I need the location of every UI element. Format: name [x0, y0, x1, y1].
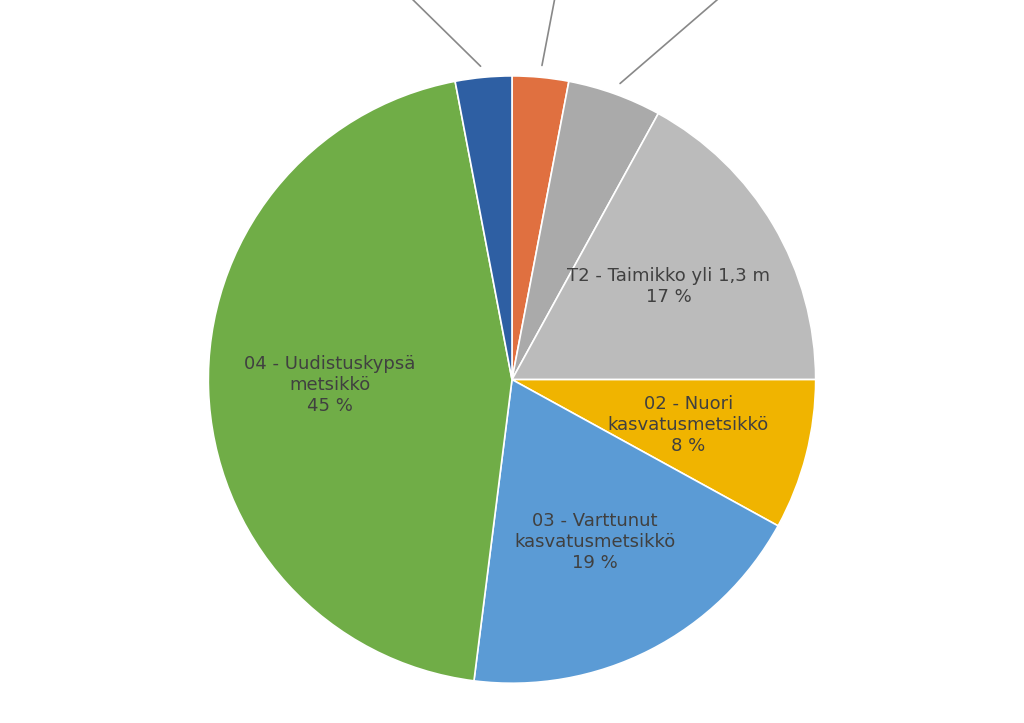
Wedge shape [512, 380, 816, 526]
Text: 04 - Uudistuskypsä
metsikkö
45 %: 04 - Uudistuskypsä metsikkö 45 % [244, 356, 416, 415]
Text: E1 - Eri-ikäisrakenteinen
metsikkö
3 %: E1 - Eri-ikäisrakenteinen metsikkö 3 % [196, 0, 480, 67]
Wedge shape [512, 114, 816, 380]
Text: A0 - Aukea
3 %: A0 - Aukea 3 % [524, 0, 622, 66]
Wedge shape [512, 76, 569, 380]
Wedge shape [455, 76, 512, 380]
Wedge shape [474, 380, 778, 683]
Text: 03 - Varttunut
kasvatusmetsikkö
19 %: 03 - Varttunut kasvatusmetsikkö 19 % [514, 512, 676, 572]
Wedge shape [512, 81, 658, 380]
Text: T2 - Taimikko yli 1,3 m
17 %: T2 - Taimikko yli 1,3 m 17 % [567, 268, 770, 307]
Wedge shape [208, 81, 512, 681]
Text: 02 - Nuori
kasvatusmetsikkö
8 %: 02 - Nuori kasvatusmetsikkö 8 % [608, 395, 769, 455]
Text: T1 - Taimikko alle 1,3 m
5 %: T1 - Taimikko alle 1,3 m 5 % [621, 0, 893, 83]
